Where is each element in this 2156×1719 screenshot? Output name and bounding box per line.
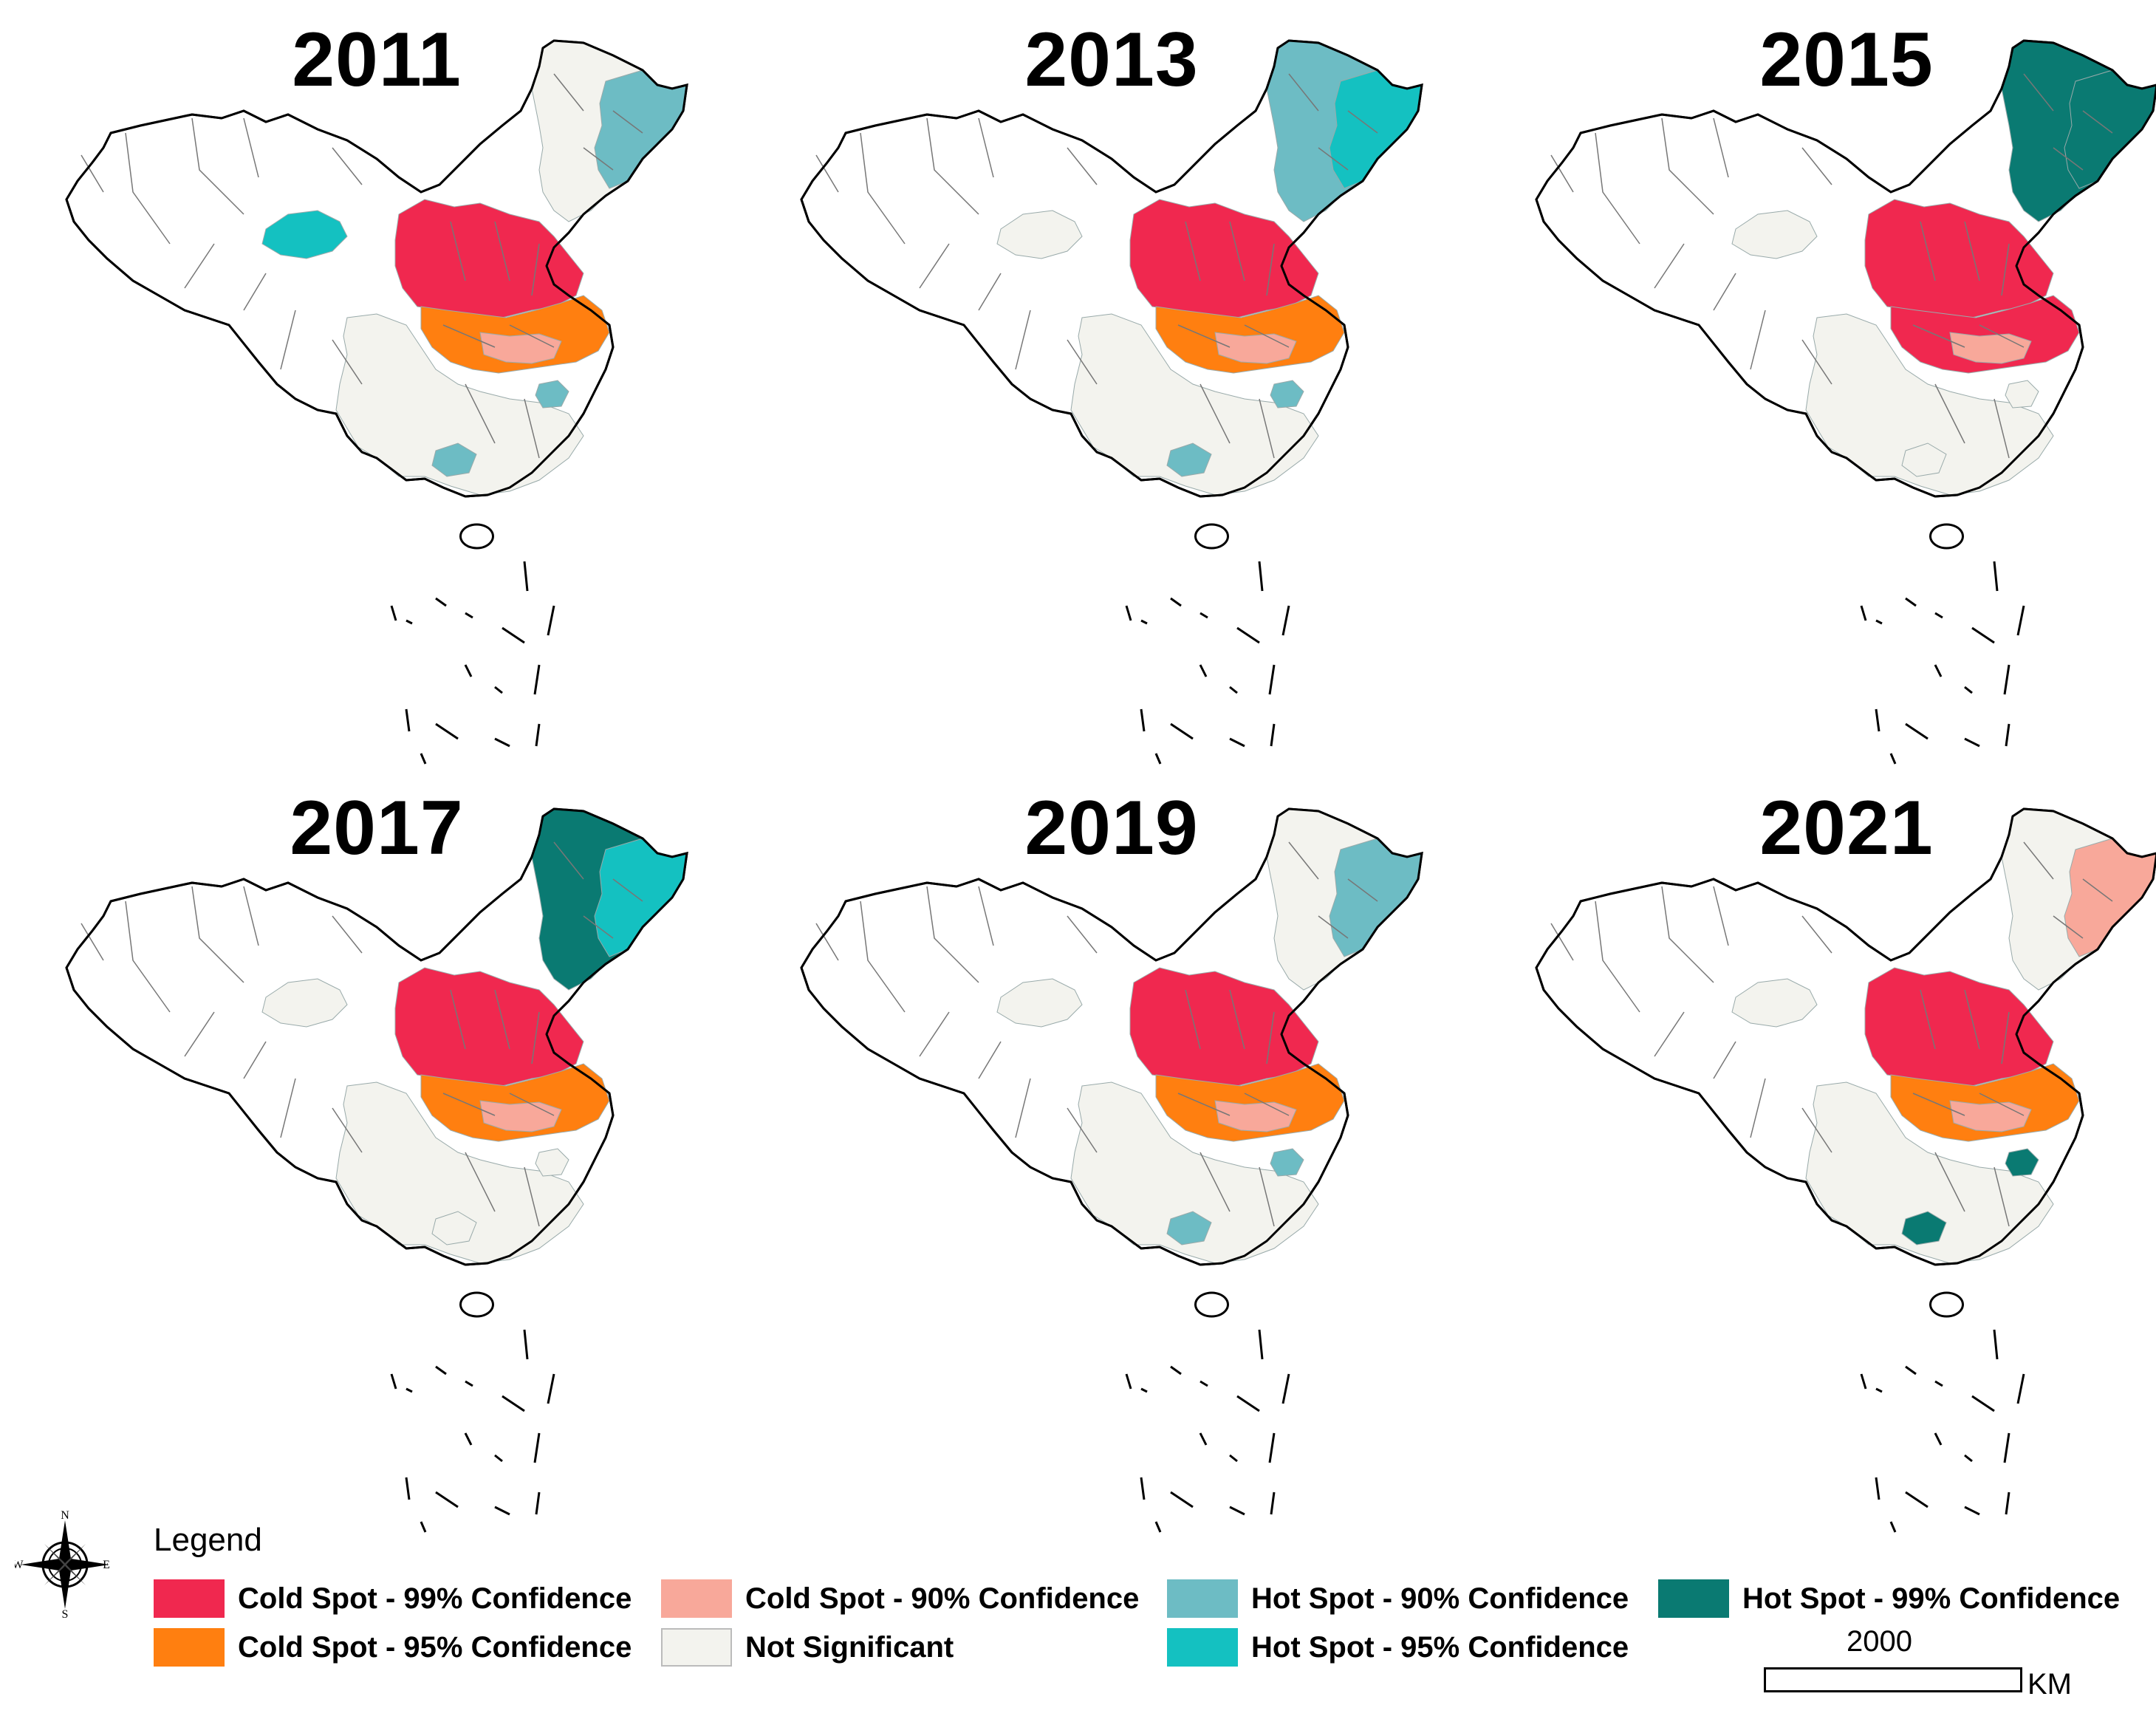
map-panel-2013: 2013 — [757, 0, 1466, 776]
country-border — [800, 39, 1423, 498]
region-west-patch — [1731, 210, 1818, 259]
map-panel-2015: 2015 — [1492, 0, 2156, 776]
map-panel-2011: 2011 — [22, 0, 731, 776]
china-map — [1535, 807, 2156, 1533]
region-south-spots — [431, 1148, 569, 1245]
map-panel-2019: 2019 — [757, 768, 1466, 1544]
china-map — [800, 39, 1423, 765]
compass-north-label: N — [61, 1509, 69, 1522]
region-center — [420, 1063, 610, 1142]
legend-title: Legend — [154, 1522, 262, 1558]
south-sea-islands — [1860, 1291, 2025, 1533]
country-border — [65, 39, 688, 498]
region-west-patch — [996, 978, 1083, 1028]
china-map — [800, 807, 1423, 1533]
region-southwest — [1805, 313, 2054, 496]
legend-label: Cold Spot - 90% Confidence — [745, 1582, 1140, 1615]
region-north — [1864, 199, 2054, 318]
china-map — [1535, 39, 2156, 765]
panel-year-title: 2013 — [1024, 17, 1199, 103]
legend-label: Not Significant — [745, 1630, 954, 1664]
country-border — [1535, 807, 2156, 1266]
panel-year-title: 2017 — [290, 785, 464, 871]
panel-year-title: 2021 — [1759, 785, 1934, 871]
region-south-spots — [1166, 380, 1304, 477]
legend-item-cold90: Cold Spot - 90% Confidence — [661, 1578, 1139, 1619]
legend-item-cold99: Cold Spot - 99% Confidence — [154, 1578, 632, 1619]
legend-swatch — [661, 1628, 732, 1667]
south-sea-islands — [390, 1291, 555, 1533]
panel-year-title: 2011 — [292, 17, 462, 103]
legend-swatch — [661, 1579, 732, 1618]
province-borders — [815, 73, 1378, 459]
panel-year-title: 2019 — [1024, 785, 1199, 871]
scale-distance-label: 2000 — [1847, 1625, 1912, 1658]
region-southwest — [1070, 313, 1319, 496]
scale-unit-label: KM — [2027, 1668, 2072, 1701]
country-border — [65, 807, 688, 1266]
region-southwest — [1070, 1081, 1319, 1264]
south-sea-islands — [1125, 1291, 1290, 1533]
region-south-spots — [1901, 1148, 2039, 1245]
province-borders — [81, 841, 643, 1227]
panel-year-title: 2015 — [1759, 17, 1934, 103]
country-border — [800, 807, 1423, 1266]
scale-bar — [1764, 1667, 2022, 1692]
south-sea-islands — [390, 523, 555, 765]
country-border — [1535, 39, 2156, 498]
legend-swatch — [154, 1628, 225, 1667]
china-map — [65, 39, 688, 765]
compass-rose-icon: N S E W — [15, 1509, 110, 1618]
legend-item-hot95: Hot Spot - 95% Confidence — [1167, 1627, 1629, 1668]
compass-west-label: W — [15, 1559, 24, 1571]
south-sea-islands — [1860, 523, 2025, 765]
compass-east-label: E — [103, 1559, 110, 1571]
region-southwest — [335, 1081, 584, 1264]
region-center — [420, 295, 610, 374]
region-north — [1129, 199, 1319, 318]
legend-label: Cold Spot - 95% Confidence — [238, 1630, 632, 1664]
legend-label: Cold Spot - 99% Confidence — [238, 1582, 632, 1615]
compass-south-label: S — [62, 1608, 69, 1618]
region-north — [1129, 967, 1319, 1087]
region-southwest — [1805, 1081, 2054, 1264]
legend-item-hot99: Hot Spot - 99% Confidence — [1658, 1578, 2120, 1619]
legend-label: Hot Spot - 90% Confidence — [1251, 1582, 1629, 1615]
legend-swatch — [1167, 1579, 1238, 1618]
province-borders — [815, 841, 1378, 1227]
region-south-spots — [1166, 1148, 1304, 1245]
province-borders — [81, 73, 643, 459]
map-panel-2021: 2021 — [1492, 768, 2156, 1544]
region-center — [1890, 1063, 2080, 1142]
province-borders — [1550, 841, 2113, 1227]
legend-item-cold95: Cold Spot - 95% Confidence — [154, 1627, 632, 1668]
region-west-patch — [261, 210, 348, 259]
region-center — [1155, 295, 1345, 374]
legend-swatch — [1658, 1579, 1729, 1618]
region-southwest — [335, 313, 584, 496]
china-map — [65, 807, 688, 1533]
region-center — [1155, 1063, 1345, 1142]
region-north — [394, 967, 584, 1087]
region-center — [1890, 295, 2080, 374]
region-west-patch — [261, 978, 348, 1028]
legend-label: Hot Spot - 95% Confidence — [1251, 1630, 1629, 1664]
region-north — [1864, 967, 2054, 1087]
region-west-patch — [1731, 978, 1818, 1028]
region-south-spots — [1901, 380, 2039, 477]
legend-item-ns: Not Significant — [661, 1627, 954, 1668]
south-sea-islands — [1125, 523, 1290, 765]
region-south-spots — [431, 380, 569, 477]
province-borders — [1550, 73, 2113, 459]
region-west-patch — [996, 210, 1083, 259]
legend-label: Hot Spot - 99% Confidence — [1742, 1582, 2121, 1615]
map-panel-2017: 2017 — [22, 768, 731, 1544]
legend-item-hot90: Hot Spot - 90% Confidence — [1167, 1578, 1629, 1619]
legend-swatch — [1167, 1628, 1238, 1667]
legend-swatch — [154, 1579, 225, 1618]
region-north — [394, 199, 584, 318]
